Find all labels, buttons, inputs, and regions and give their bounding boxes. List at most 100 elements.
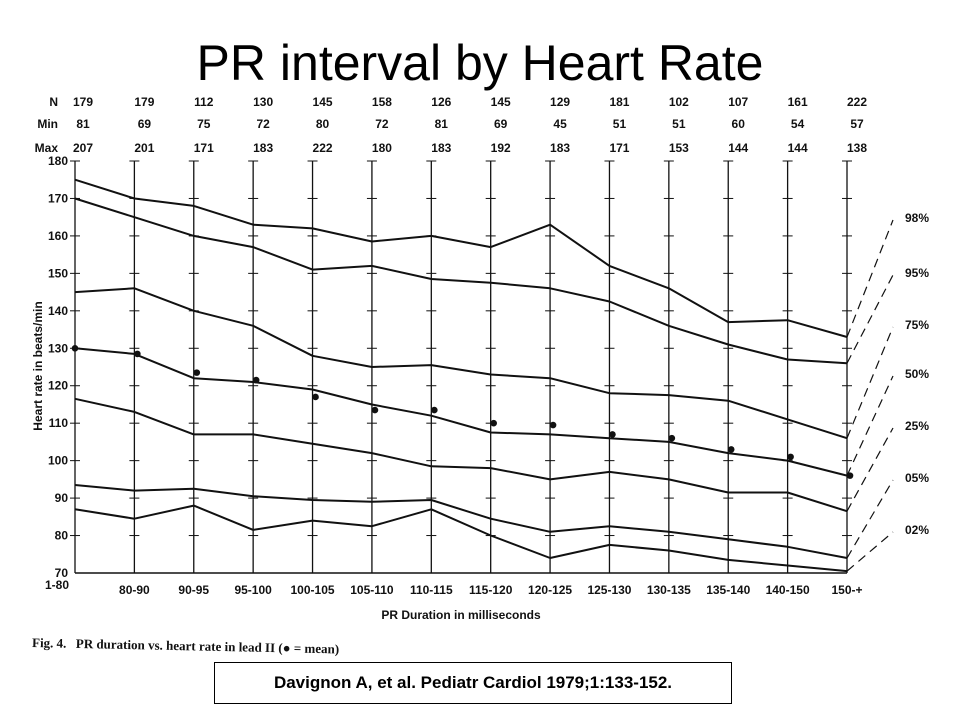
- x-tick-label: 130-135: [647, 583, 691, 597]
- mean-point: [193, 369, 201, 376]
- mean-point: [549, 421, 557, 429]
- x-tick-label: 90-95: [178, 583, 209, 597]
- mean-point: [431, 406, 438, 414]
- mean-point: [490, 419, 497, 427]
- mean-point: [312, 393, 319, 401]
- percentile-label: 75%: [905, 318, 929, 332]
- stat-value-min: 60: [732, 117, 746, 131]
- stat-value-n: 102: [669, 95, 689, 109]
- stat-value-max: 192: [491, 141, 511, 155]
- x-tick-label: 80-90: [119, 583, 150, 597]
- stat-value-n: 179: [73, 95, 93, 109]
- percentile-labels: 98% 95% 75% 50% 25% 05% 02%: [846, 211, 929, 572]
- stat-value-n: 129: [550, 95, 570, 109]
- stat-value-min: 72: [256, 117, 270, 131]
- y-tick-label: 150: [48, 266, 68, 280]
- leader-line: [846, 326, 894, 439]
- percentile-label: 98%: [905, 211, 929, 225]
- mean-point: [609, 431, 616, 438]
- y-tick-label: 120: [48, 379, 68, 393]
- stat-value-max: 201: [134, 141, 154, 155]
- x-tick-label: 125-130: [587, 583, 631, 597]
- y-tick-label: 110: [49, 416, 69, 430]
- percentile-line-02: [74, 504, 848, 573]
- stat-value-min: 69: [494, 117, 508, 131]
- stat-row-label: Max: [35, 141, 59, 155]
- x-tick-label: 110-115: [410, 583, 453, 597]
- x-tick-label: 1-80: [45, 578, 69, 592]
- y-tick-label: 170: [48, 191, 68, 205]
- stat-value-min: 75: [197, 117, 211, 131]
- percentile-line-98: [74, 178, 848, 338]
- leader-line: [846, 427, 894, 512]
- x-tick-label: 100-105: [291, 583, 335, 597]
- y-axis-title: Heart rate in beats/min: [31, 301, 45, 430]
- x-tick-label: 120-125: [528, 583, 572, 597]
- stat-value-n: 222: [847, 95, 867, 109]
- stat-value-n: 107: [728, 95, 748, 109]
- leader-line: [846, 479, 894, 559]
- y-tick-label: 100: [48, 454, 68, 468]
- stat-value-n: 145: [313, 95, 333, 109]
- percentile-label: 95%: [905, 266, 929, 280]
- leader-line: [846, 531, 894, 572]
- stat-row-label: Min: [37, 117, 58, 131]
- x-tick-label: 150-+: [831, 583, 862, 597]
- caption-text: PR duration vs. heart rate in lead II (●…: [76, 636, 340, 657]
- citation-box: Davignon A, et al. Pediatr Cardiol 1979;…: [214, 662, 732, 704]
- stat-value-min: 80: [316, 117, 330, 131]
- percentile-label: 25%: [905, 419, 929, 433]
- stat-value-min: 57: [850, 117, 864, 131]
- percentile-line-25: [74, 397, 848, 513]
- stat-value-n: 112: [194, 95, 214, 109]
- y-tick-label: 160: [48, 229, 68, 243]
- stat-value-max: 144: [728, 141, 748, 155]
- stat-value-max: 153: [669, 141, 689, 155]
- stat-value-max: 144: [788, 141, 808, 155]
- stat-value-max: 183: [431, 141, 451, 155]
- mean-point: [787, 453, 794, 461]
- mean-points: [71, 344, 854, 479]
- leader-line: [846, 219, 894, 338]
- percentile-label: 02%: [905, 523, 929, 537]
- y-tick-label: 130: [48, 341, 68, 355]
- caption-label: Fig. 4.: [32, 635, 67, 651]
- stat-value-min: 81: [76, 117, 90, 131]
- stat-value-max: 222: [313, 141, 333, 155]
- stat-value-max: 183: [253, 141, 273, 155]
- axes: 70 80 90 100 110 120 130 140 150 160 170 180 1-80 80-…: [45, 154, 863, 597]
- percentile-label: 05%: [905, 471, 929, 485]
- x-tick-label: 95-100: [234, 583, 272, 597]
- stat-value-n: 145: [491, 95, 511, 109]
- y-tick-label: 180: [48, 154, 68, 168]
- stat-value-max: 171: [194, 141, 214, 155]
- stat-value-n: 179: [134, 95, 154, 109]
- x-tick-label: 115-120: [469, 583, 513, 597]
- x-tick-label: 105-110: [350, 583, 394, 597]
- stat-value-n: 130: [253, 95, 273, 109]
- leader-line: [846, 375, 894, 476]
- y-tick-label: 90: [55, 491, 69, 505]
- stat-value-max: 171: [609, 141, 629, 155]
- stat-value-n: 181: [609, 95, 629, 109]
- stat-value-n: 161: [788, 95, 808, 109]
- mean-point: [71, 344, 79, 352]
- x-axis-title: PR Duration in milliseconds: [381, 608, 541, 622]
- mean-point: [668, 434, 676, 442]
- stats-table: N 179 179 112 130 145 158 126 145 129 181 102 107 161…: [35, 95, 868, 155]
- percentile-line-05: [74, 484, 848, 559]
- stat-value-min: 54: [791, 117, 805, 131]
- mean-point: [727, 446, 735, 453]
- y-tick-label: 70: [55, 566, 69, 580]
- stat-value-max: 180: [372, 141, 392, 155]
- stat-value-min: 69: [138, 117, 152, 131]
- mean-point: [134, 350, 141, 358]
- percentile-line-75: [74, 287, 848, 440]
- stat-value-max: 207: [73, 141, 93, 155]
- stat-value-min: 51: [613, 117, 627, 131]
- stat-value-min: 51: [672, 117, 686, 131]
- stat-row-label: N: [49, 95, 58, 109]
- stat-value-min: 81: [435, 117, 449, 131]
- x-tick-label: 140-150: [766, 583, 810, 597]
